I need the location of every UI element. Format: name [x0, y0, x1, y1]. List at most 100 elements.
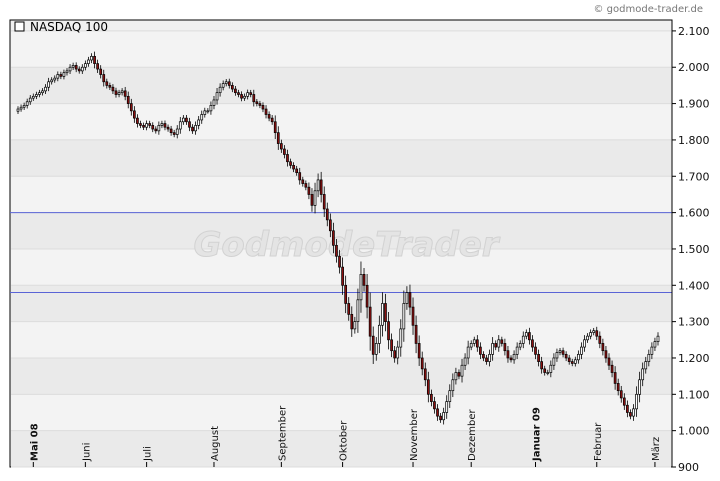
x-tick-label: Juli [143, 446, 154, 462]
candle [534, 342, 537, 360]
candle [589, 329, 592, 340]
candle [212, 96, 216, 110]
candle [411, 297, 415, 335]
candle [41, 88, 44, 96]
candle [286, 149, 289, 167]
candle [469, 340, 473, 351]
candle [295, 165, 299, 176]
candle [384, 293, 387, 332]
candle [454, 367, 458, 385]
candle [518, 340, 522, 351]
candle [218, 83, 222, 97]
candle [356, 288, 360, 333]
candle [509, 355, 513, 363]
candle [166, 124, 170, 132]
candle [35, 91, 38, 100]
candle [120, 88, 124, 96]
candle [22, 102, 26, 110]
candle [616, 378, 620, 396]
candle [497, 335, 501, 352]
candle [114, 87, 118, 98]
candle [292, 162, 295, 173]
grid-band [11, 430, 671, 467]
legend-swatch [14, 21, 25, 32]
candle [344, 275, 348, 314]
candle [332, 222, 335, 254]
candle [485, 354, 488, 365]
candle [71, 62, 75, 71]
y-tick-label: 1.200 [678, 352, 710, 365]
candle [172, 129, 176, 138]
candle [577, 350, 580, 364]
candle [50, 77, 54, 85]
candle [328, 213, 332, 238]
candle [19, 104, 23, 112]
y-tick-label: 1.100 [678, 388, 710, 401]
candle [298, 167, 302, 185]
candle [531, 335, 534, 352]
x-tick-label: März [651, 437, 662, 461]
candle [16, 106, 20, 114]
y-tick-label: 1.400 [678, 279, 710, 292]
candle [632, 404, 635, 421]
grid-band [11, 285, 671, 322]
candle [111, 84, 115, 94]
candle [601, 338, 605, 356]
candle [341, 257, 344, 295]
candle [479, 342, 482, 360]
candle [313, 182, 317, 214]
candle [249, 89, 253, 98]
candle [243, 93, 246, 101]
candle [650, 342, 654, 360]
candles [16, 51, 660, 425]
x-tick-label: August [210, 426, 221, 461]
candle [635, 386, 638, 417]
candle [558, 347, 562, 356]
candle [47, 77, 50, 92]
candle [65, 68, 69, 76]
candle [423, 362, 427, 387]
candle [482, 351, 485, 362]
candle [371, 326, 375, 364]
candle [644, 356, 648, 374]
candle [169, 125, 173, 136]
candle [194, 121, 197, 135]
y-tick-label: 900 [678, 461, 699, 474]
candle [175, 125, 179, 139]
candle [335, 238, 338, 263]
candle [515, 342, 519, 360]
y-tick-label: 1.500 [678, 243, 710, 256]
candle [206, 108, 210, 114]
candle [77, 66, 81, 74]
legend-label: NASDAQ 100 [30, 20, 108, 34]
grid-band [11, 30, 671, 68]
candle [163, 120, 167, 131]
candle [99, 65, 103, 79]
grid-band [11, 67, 671, 104]
candle [350, 306, 354, 337]
candle [573, 356, 577, 367]
candle [595, 326, 599, 341]
candle [426, 371, 430, 403]
candle [273, 115, 277, 140]
candle [117, 89, 121, 98]
candle [451, 373, 455, 398]
candle [448, 384, 452, 408]
candle [503, 338, 507, 356]
candle [80, 64, 84, 74]
grid-bands [11, 30, 671, 468]
candle [209, 101, 213, 115]
candle [387, 312, 390, 350]
candle [488, 349, 491, 367]
candle [289, 158, 292, 169]
candle [567, 354, 571, 365]
candle [561, 347, 565, 358]
candle [38, 89, 41, 98]
candle [368, 292, 372, 351]
candle [494, 340, 498, 351]
candle [108, 82, 112, 90]
candle [126, 91, 130, 109]
candle [629, 409, 632, 420]
candle [607, 353, 611, 370]
